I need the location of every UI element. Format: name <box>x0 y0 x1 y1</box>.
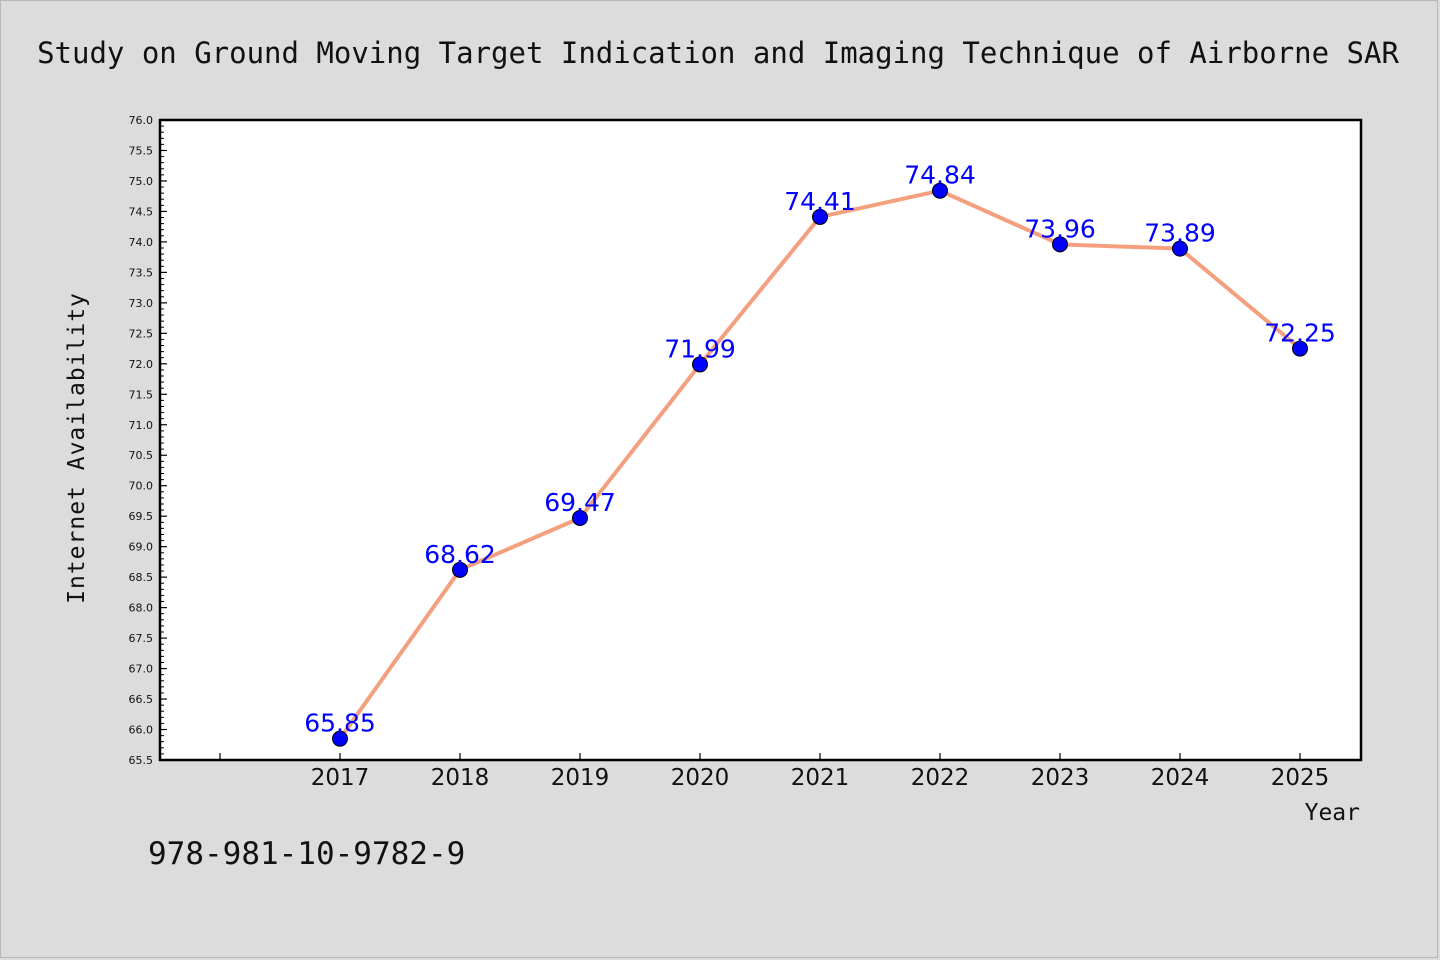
y-tick-label: 74.0 <box>129 236 154 249</box>
data-point <box>452 561 468 578</box>
x-tick-label: 2020 <box>671 765 730 791</box>
y-tick-label: 68.5 <box>129 571 154 584</box>
y-tick-label: 75.5 <box>129 144 154 157</box>
data-label-group: 65.85 68.62 69.47 71.99 74.41 74.84 73.96 73.89… <box>304 161 1336 738</box>
x-axis-label: Year <box>1305 800 1360 826</box>
data-label: 71.99 <box>664 334 736 363</box>
data-point <box>692 356 708 373</box>
x-tick-label: 2025 <box>1271 765 1330 791</box>
y-axis: 65.5 66.0 66.5 67.0 67.5 68.0 68.5 69.0 69.5 70.0… <box>129 114 167 767</box>
y-tick-label: 71.5 <box>129 388 154 401</box>
y-tick-label: 66.5 <box>129 693 154 706</box>
x-tick-label: 2018 <box>431 765 490 791</box>
y-tick-label: 69.5 <box>129 510 154 523</box>
data-label: 73.96 <box>1024 214 1096 243</box>
data-point <box>1292 340 1308 357</box>
y-tick-label: 72.0 <box>129 358 154 371</box>
y-tick-label: 73.0 <box>129 297 154 310</box>
data-label: 74.84 <box>904 161 976 190</box>
y-tick-label: 65.5 <box>129 754 154 767</box>
data-label: 68.62 <box>424 540 496 569</box>
data-label: 72.25 <box>1264 319 1336 348</box>
chart-title: Study on Ground Moving Target Indication… <box>37 36 1399 70</box>
y-tick-label: 71.0 <box>129 419 154 432</box>
y-tick-label: 69.0 <box>129 541 154 554</box>
isbn-text: 978-981-10-9782-9 <box>148 836 465 872</box>
plot-area <box>158 118 1363 762</box>
y-axis-label: Internet Availability <box>64 292 90 604</box>
data-point <box>1052 236 1068 253</box>
y-tick-label: 66.0 <box>129 724 154 737</box>
data-label: 73.89 <box>1144 219 1216 248</box>
y-tick-label: 70.5 <box>129 449 154 462</box>
data-label: 74.41 <box>784 187 856 216</box>
marker-group <box>332 182 1308 747</box>
y-tick-label: 76.0 <box>129 114 154 127</box>
data-point <box>932 182 948 199</box>
y-tick-label: 72.5 <box>129 327 154 340</box>
data-label: 69.47 <box>544 488 616 517</box>
data-point <box>812 208 828 225</box>
y-tick-label: 73.5 <box>129 266 154 279</box>
data-label: 65.85 <box>304 709 376 738</box>
x-tick-label: 2024 <box>1151 765 1210 791</box>
x-tick-label: 2022 <box>911 765 970 791</box>
y-tick-label: 68.0 <box>129 602 154 615</box>
y-tick-label: 70.0 <box>129 480 154 493</box>
data-point <box>1172 240 1188 257</box>
x-tick-label: 2021 <box>791 765 850 791</box>
y-tick-label: 75.0 <box>129 175 154 188</box>
x-axis: 2017 2018 2019 2020 2021 2022 2023 2024 2025 <box>219 753 1330 791</box>
data-point <box>572 510 588 527</box>
x-tick-label: 2023 <box>1031 765 1090 791</box>
data-point <box>332 730 348 747</box>
y-tick-label: 67.5 <box>129 632 154 645</box>
y-tick-label: 67.0 <box>129 663 154 676</box>
x-tick-label: 2017 <box>311 765 370 791</box>
x-tick-label: 2019 <box>551 765 610 791</box>
y-tick-label: 74.5 <box>129 205 154 218</box>
